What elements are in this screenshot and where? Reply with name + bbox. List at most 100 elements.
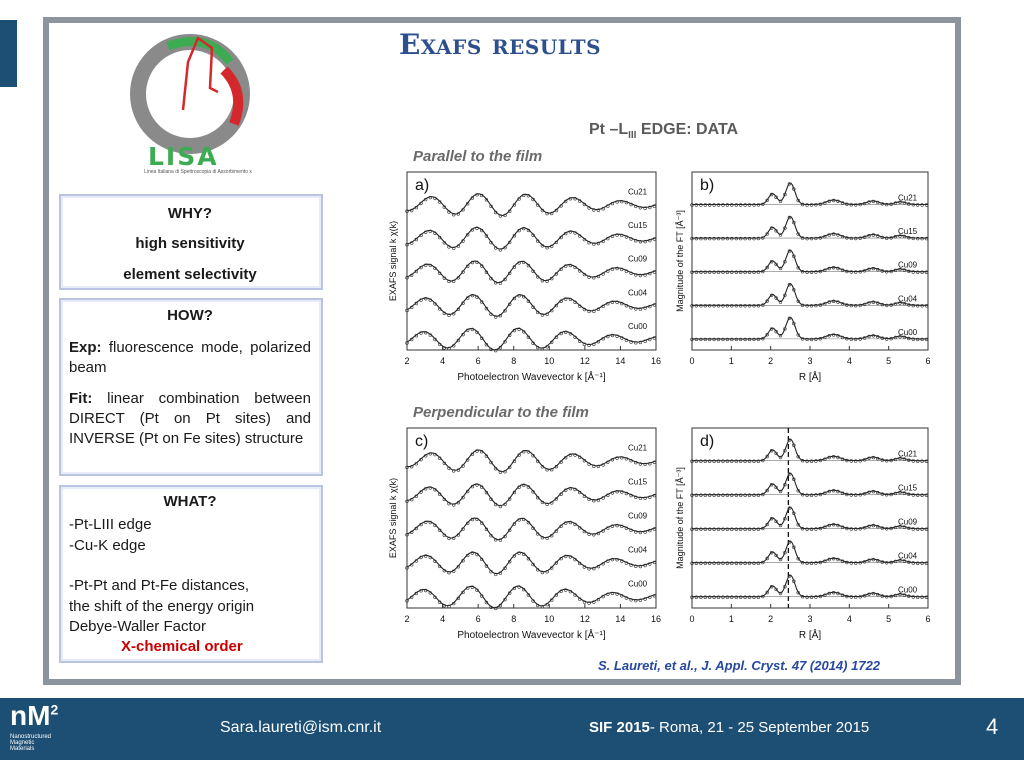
data-point <box>747 595 752 599</box>
data-point <box>800 236 805 240</box>
series-label: Cu04 <box>628 288 648 297</box>
data-point <box>578 526 582 530</box>
data-point <box>414 301 418 306</box>
data-point <box>503 597 507 602</box>
data-point <box>414 205 418 210</box>
data-point <box>774 262 778 267</box>
how-fit: Fit: linear combination between DIRECT (… <box>69 389 311 449</box>
data-point <box>827 523 831 528</box>
what-line-1: -Pt-LIII edge <box>69 516 152 533</box>
data-point <box>889 303 893 307</box>
data-point <box>479 228 484 233</box>
data-point <box>643 563 647 568</box>
data-point <box>699 304 703 308</box>
lisa-logo-icon <box>130 34 250 154</box>
data-point <box>526 228 531 233</box>
data-point <box>845 269 849 274</box>
data-point <box>624 526 629 530</box>
what-highlight: X-chemical order <box>121 638 243 655</box>
data-point <box>592 566 596 571</box>
data-point <box>587 275 591 279</box>
series-label: Cu09 <box>628 255 648 264</box>
x-tick-label: 2 <box>404 356 409 366</box>
data-point <box>738 493 743 497</box>
data-point <box>920 270 924 274</box>
data-point <box>734 304 739 308</box>
data-point <box>831 488 836 493</box>
data-point <box>596 498 601 502</box>
series-label: Cu09 <box>628 512 648 521</box>
data-point <box>774 587 778 592</box>
data-point <box>582 272 587 277</box>
data-point <box>911 270 916 274</box>
series-points <box>405 449 657 474</box>
data-point <box>610 300 615 304</box>
data-point <box>540 347 545 351</box>
series-label: Cu00 <box>628 580 648 589</box>
data-point <box>854 236 858 241</box>
data-point <box>638 598 643 603</box>
data-point <box>871 266 876 271</box>
data-point <box>783 327 787 331</box>
series-line <box>407 449 657 473</box>
data-point <box>634 204 638 209</box>
data-point <box>456 533 461 537</box>
data-point <box>461 270 465 274</box>
data-point <box>752 270 756 274</box>
data-point <box>437 271 442 276</box>
data-point <box>734 236 739 241</box>
data-point <box>489 460 493 465</box>
data-point <box>809 337 814 342</box>
data-point <box>694 595 699 599</box>
data-point <box>787 540 792 544</box>
data-point <box>898 592 902 597</box>
data-point <box>428 486 432 490</box>
data-point <box>907 560 911 565</box>
data-point <box>818 560 823 565</box>
data-point <box>721 595 725 599</box>
data-point <box>606 204 610 208</box>
data-point <box>893 302 898 306</box>
data-point <box>858 303 862 308</box>
data-point <box>615 266 619 271</box>
series-points <box>690 182 929 207</box>
data-point <box>615 456 619 460</box>
data-point <box>410 208 414 213</box>
data-point <box>479 193 484 198</box>
data-point <box>447 466 451 470</box>
what-line-6: Debye-Waller Factor <box>69 618 206 635</box>
data-point <box>465 296 470 300</box>
data-point <box>578 597 582 601</box>
data-point <box>831 232 836 236</box>
data-point <box>862 526 867 530</box>
data-point <box>827 233 831 237</box>
data-point <box>862 492 867 496</box>
data-point <box>743 236 747 241</box>
data-point <box>756 527 761 531</box>
data-point <box>582 458 587 463</box>
data-point <box>629 528 633 533</box>
data-point <box>761 526 765 531</box>
data-point <box>419 555 423 560</box>
series-line <box>406 294 657 317</box>
data-point <box>601 304 605 309</box>
data-point <box>871 199 876 204</box>
data-point <box>582 529 587 534</box>
data-point <box>620 233 624 238</box>
data-point <box>559 204 563 208</box>
data-point <box>849 270 854 274</box>
data-point <box>615 200 619 204</box>
series-points <box>690 540 929 565</box>
data-point <box>756 304 761 308</box>
data-point <box>498 345 503 350</box>
footer: nM2 Nanostructured Magnetic Materials Sa… <box>0 698 1024 760</box>
data-point <box>867 490 871 495</box>
data-point <box>876 335 880 339</box>
data-point <box>823 268 827 272</box>
data-point <box>451 246 456 251</box>
data-point <box>540 570 545 575</box>
series-label: Cu00 <box>898 586 918 595</box>
data-point <box>531 599 535 603</box>
x-tick-label: 16 <box>651 614 661 624</box>
data-point <box>699 337 703 342</box>
